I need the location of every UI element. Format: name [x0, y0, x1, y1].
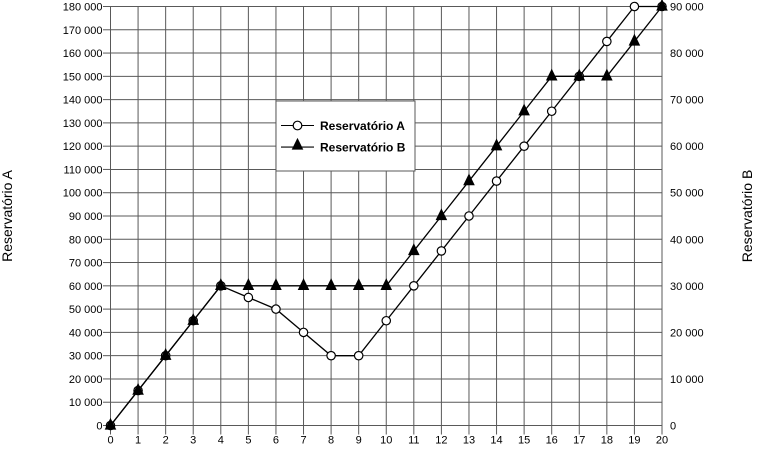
svg-text:0: 0: [670, 421, 676, 433]
svg-text:60 000: 60 000: [69, 281, 103, 293]
svg-text:5: 5: [245, 435, 251, 447]
svg-text:30 000: 30 000: [670, 281, 704, 293]
svg-text:170 000: 170 000: [63, 25, 103, 37]
svg-text:110 000: 110 000: [64, 164, 103, 176]
svg-text:80 000: 80 000: [670, 48, 704, 60]
svg-text:40 000: 40 000: [69, 327, 103, 339]
svg-text:13: 13: [463, 435, 475, 447]
svg-text:1: 1: [135, 435, 141, 447]
svg-text:3: 3: [190, 435, 196, 447]
svg-text:20: 20: [656, 435, 668, 447]
svg-text:11: 11: [408, 435, 419, 447]
svg-text:17: 17: [573, 435, 585, 447]
svg-text:20 000: 20 000: [69, 374, 103, 386]
svg-text:120 000: 120 000: [63, 141, 103, 153]
svg-text:Reservatório B: Reservatório B: [739, 170, 755, 263]
svg-text:8: 8: [328, 435, 334, 447]
svg-text:90 000: 90 000: [69, 211, 103, 223]
svg-text:100 000: 100 000: [63, 188, 103, 200]
svg-text:19: 19: [628, 435, 640, 447]
svg-text:4: 4: [218, 435, 224, 447]
svg-text:10 000: 10 000: [670, 374, 704, 386]
svg-text:70 000: 70 000: [69, 258, 103, 270]
svg-text:6: 6: [273, 435, 279, 447]
svg-text:10: 10: [380, 435, 392, 447]
svg-text:60 000: 60 000: [670, 141, 704, 153]
svg-text:Reservatório B: Reservatório B: [320, 141, 406, 155]
svg-text:10 000: 10 000: [69, 397, 103, 409]
svg-text:0: 0: [107, 435, 113, 447]
svg-text:12: 12: [435, 435, 447, 447]
svg-text:0: 0: [96, 421, 102, 433]
svg-text:70 000: 70 000: [670, 95, 704, 107]
svg-text:30 000: 30 000: [69, 351, 103, 363]
svg-text:180 000: 180 000: [63, 2, 103, 14]
svg-text:160 000: 160 000: [63, 48, 103, 60]
svg-text:50 000: 50 000: [69, 304, 103, 316]
svg-text:18: 18: [601, 435, 613, 447]
svg-text:2: 2: [163, 435, 169, 447]
svg-text:15: 15: [518, 435, 530, 447]
svg-text:16: 16: [546, 435, 558, 447]
svg-text:Reservatório A: Reservatório A: [320, 119, 405, 133]
svg-text:9: 9: [356, 435, 362, 447]
svg-text:40 000: 40 000: [670, 234, 704, 246]
svg-text:150 000: 150 000: [63, 71, 103, 83]
svg-text:80 000: 80 000: [69, 234, 103, 246]
svg-text:14: 14: [490, 435, 502, 447]
svg-text:130 000: 130 000: [63, 118, 103, 130]
svg-text:Reservatório A: Reservatório A: [0, 169, 15, 261]
svg-text:140 000: 140 000: [63, 95, 103, 107]
svg-text:7: 7: [300, 435, 306, 447]
svg-text:90 000: 90 000: [670, 2, 704, 14]
svg-text:50 000: 50 000: [670, 188, 704, 200]
svg-text:20 000: 20 000: [670, 327, 704, 339]
